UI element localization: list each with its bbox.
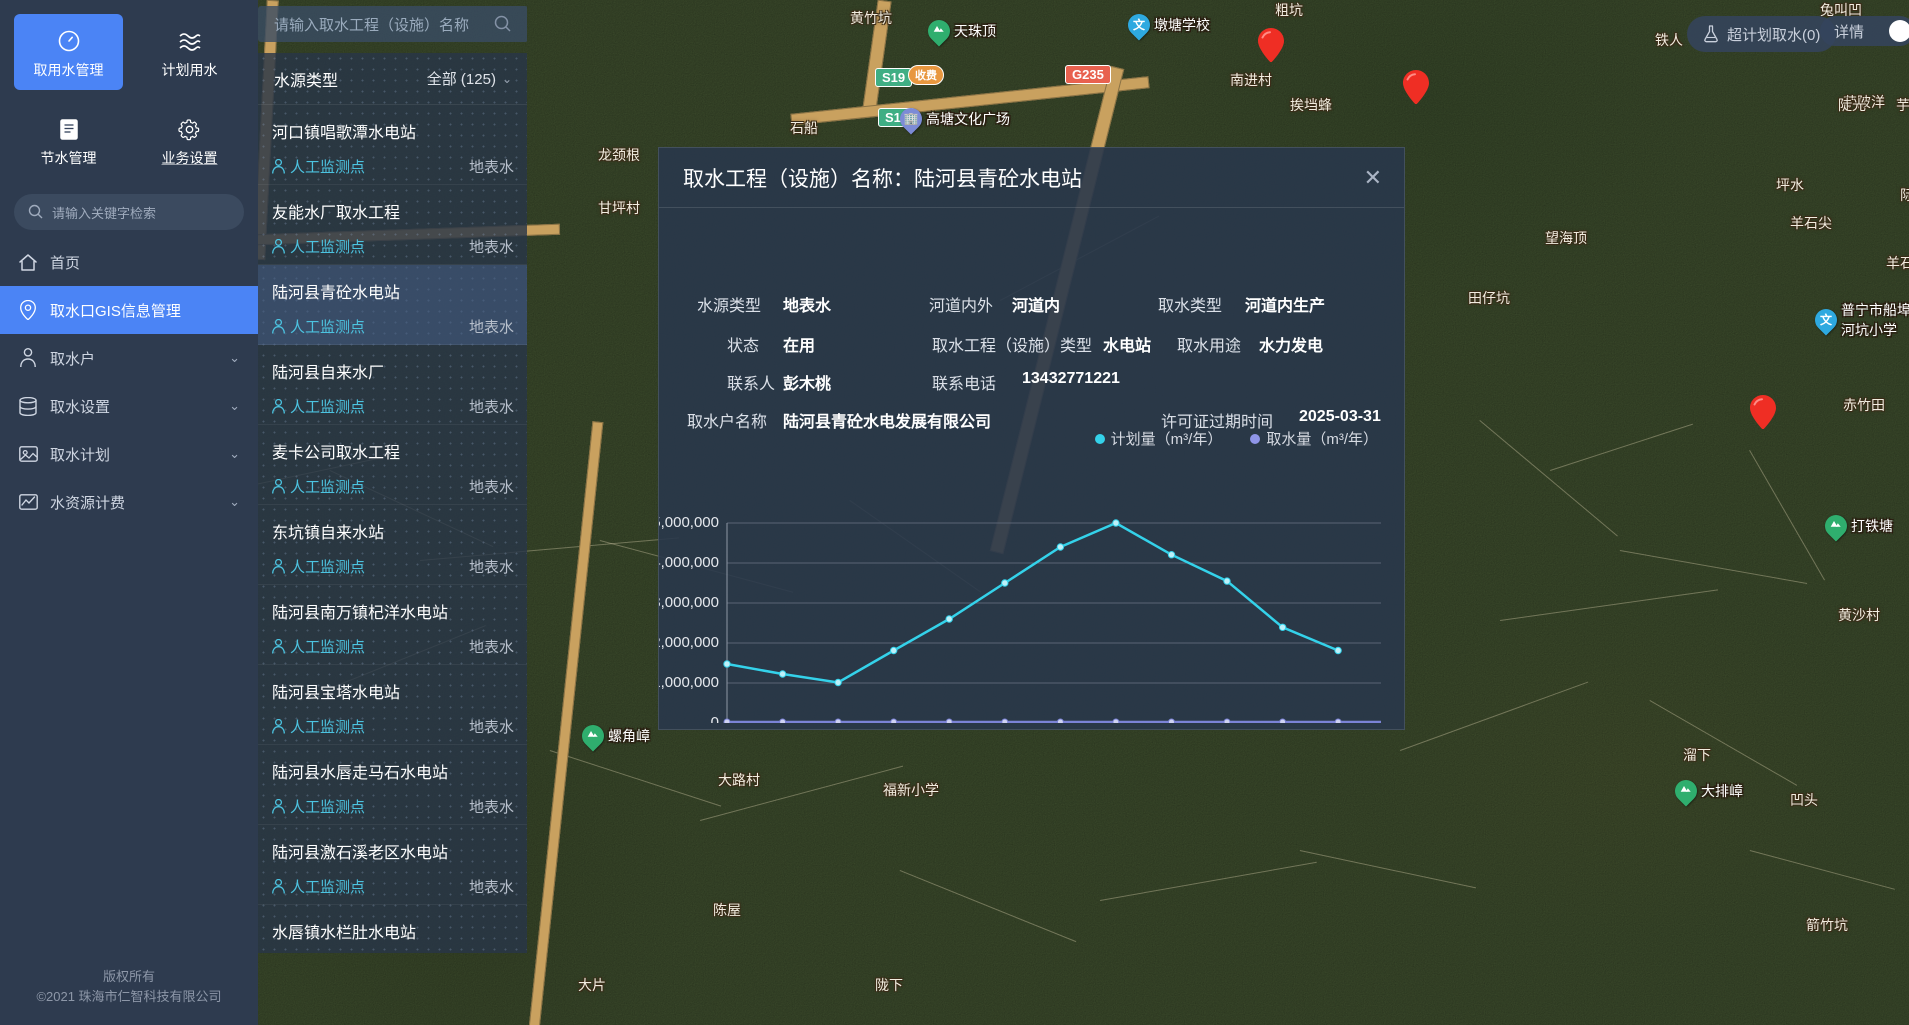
svg-text:2,000,000: 2,000,000 [659,634,719,651]
svg-text:4,000,000: 4,000,000 [659,554,719,571]
svg-text:3,000,000: 3,000,000 [659,594,719,611]
svg-text:1,000,000: 1,000,000 [659,674,719,691]
svg-text:0: 0 [711,714,719,723]
svg-text:5,000,000: 5,000,000 [659,514,719,531]
